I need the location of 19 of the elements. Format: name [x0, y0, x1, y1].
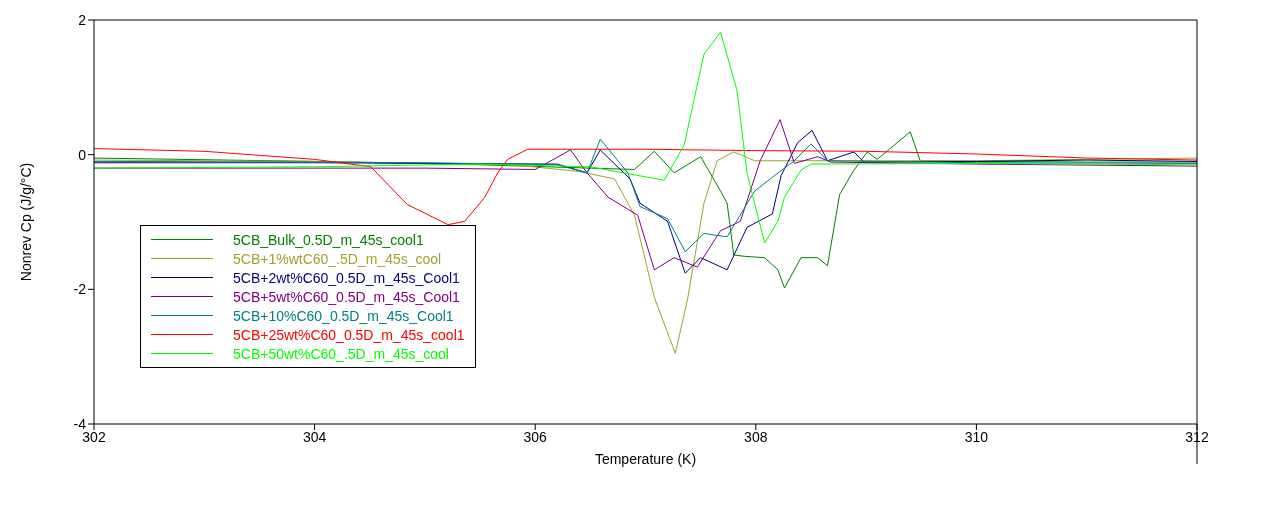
legend-label: 5CB+25wt%C60_0.5D_m_45s_cool1: [233, 326, 465, 343]
legend-label: 5CB+5wt%C60_0.5D_m_45s_Cool1: [233, 288, 460, 305]
legend-label: 5CB_Bulk_0.5D_m_45s_cool1: [233, 231, 424, 248]
line-series: [94, 148, 1197, 226]
y-tick-label: 2: [78, 11, 87, 28]
y-tick-label: 0: [78, 146, 87, 163]
x-tick-label: 306: [523, 428, 548, 445]
line-series: [94, 138, 1197, 253]
x-tick-label: 312: [1185, 428, 1209, 445]
legend-label: 5CB+2wt%C60_0.5D_m_45s_Cool1: [233, 269, 460, 286]
y-axis-title: Nonrev Cp (J/g/°C): [17, 162, 34, 282]
x-axis-title: Temperature (K): [594, 451, 697, 467]
legend-label: 5CB+50wt%C60_.5D_m_45s_cool: [233, 345, 449, 362]
x-tick-label: 304: [302, 428, 327, 445]
x-tick-label: 308: [744, 428, 768, 445]
legend-label: 5CB+10%C60_0.5D_m_45s_Cool1: [233, 307, 454, 324]
x-tick-label: 310: [964, 428, 989, 445]
legend-label: 5CB+1%wtC60_.5D_m_45s_cool: [233, 250, 442, 267]
y-tick-label: -2: [73, 281, 87, 298]
